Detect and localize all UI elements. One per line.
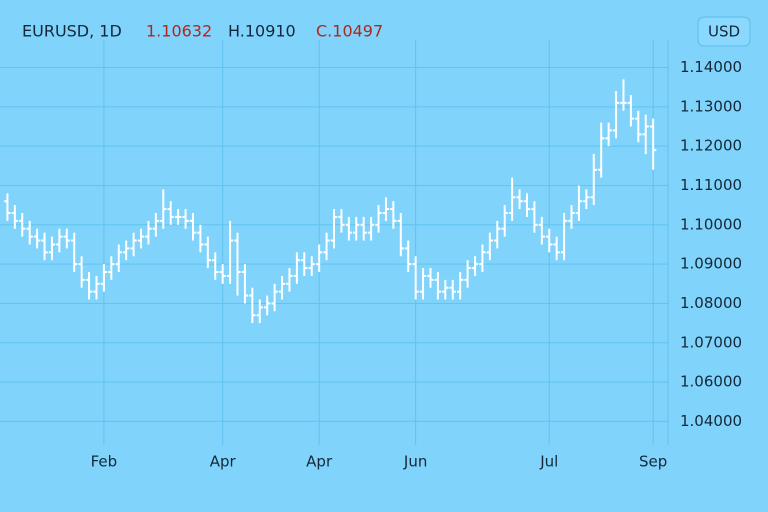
bars	[4, 79, 657, 324]
y-tick-label: 1.04000	[680, 412, 742, 430]
x-tick-label: Jul	[539, 453, 558, 471]
x-tick-label: Apr	[210, 453, 237, 471]
open-label: 1.10632	[146, 22, 212, 41]
grid	[0, 40, 669, 445]
y-tick-label: 1.07000	[680, 333, 742, 351]
x-tick-label: Feb	[91, 453, 118, 471]
y-tick-label: 1.12000	[680, 137, 742, 155]
x-tick-label: Apr	[306, 453, 333, 471]
currency-button[interactable]	[697, 16, 751, 47]
close-label: C.10497	[316, 22, 383, 41]
y-tick-label: 1.06000	[680, 373, 742, 391]
y-tick-label: 1.10000	[680, 215, 742, 233]
y-tick-label: 1.11000	[680, 176, 742, 194]
y-tick-label: 1.09000	[680, 255, 742, 273]
currency[interactable]: USD	[708, 23, 740, 41]
y-tick-label: 1.08000	[680, 294, 742, 312]
high-label: H.10910	[228, 22, 296, 41]
y-tick-label: 1.13000	[680, 97, 742, 115]
symbol: EURUSD, 1D	[22, 22, 122, 41]
y-tick-label: 1.14000	[680, 58, 742, 76]
x-tick-label: Sep	[639, 453, 667, 471]
x-tick-label: Jun	[403, 453, 427, 471]
